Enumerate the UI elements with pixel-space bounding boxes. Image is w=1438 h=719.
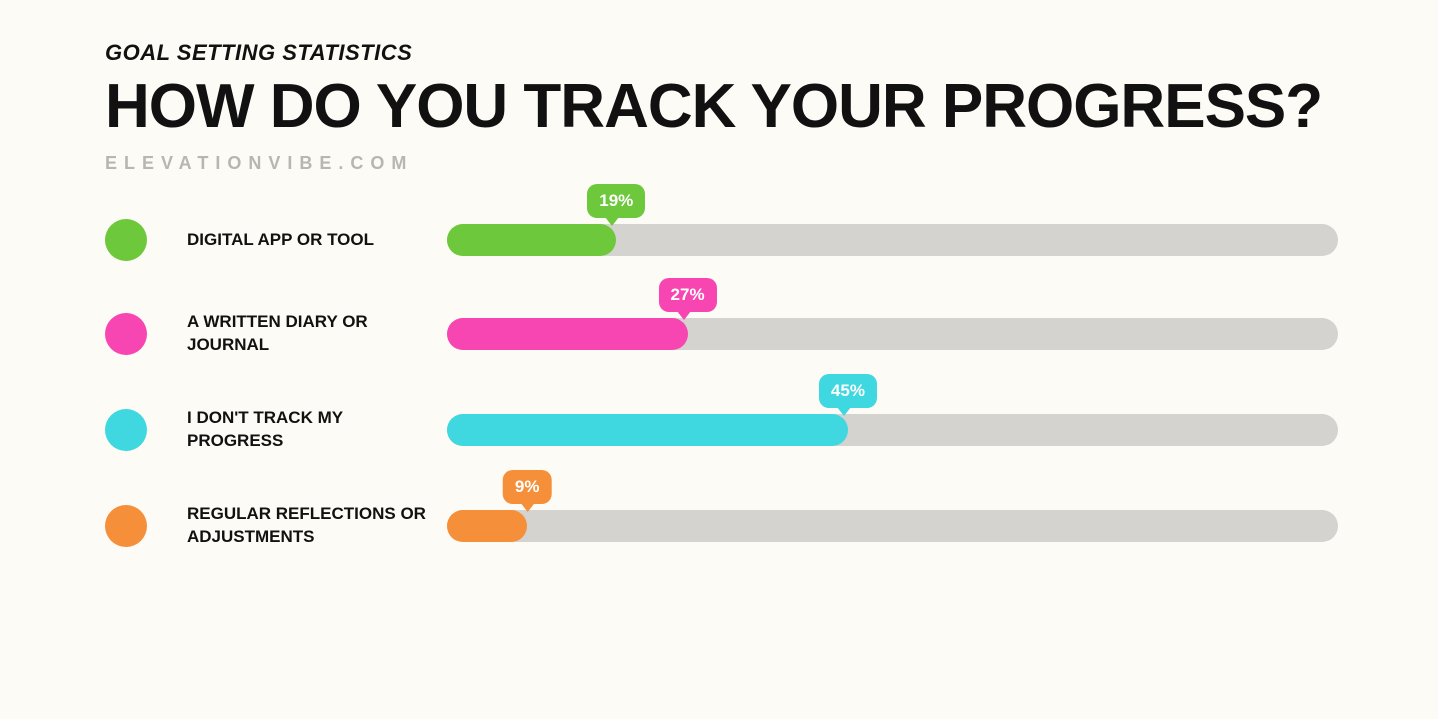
legend-dot — [105, 219, 147, 261]
legend-dot — [105, 505, 147, 547]
bar-label: A WRITTEN DIARY OR JOURNAL — [187, 311, 447, 357]
value-bubble: 9% — [503, 470, 552, 504]
chart-row: A WRITTEN DIARY OR JOURNAL 27% — [105, 311, 1338, 357]
bar-track: 27% — [447, 318, 1338, 350]
chart-row: I DON'T TRACK MY PROGRESS 45% — [105, 407, 1338, 453]
legend-dot — [105, 313, 147, 355]
bar-chart: DIGITAL APP OR TOOL 19% A WRITTEN DIARY … — [105, 219, 1338, 549]
bar-track: 9% — [447, 510, 1338, 542]
bar-fill — [447, 224, 616, 256]
chart-row: REGULAR REFLECTIONS OR ADJUSTMENTS 9% — [105, 503, 1338, 549]
bar-label: DIGITAL APP OR TOOL — [187, 229, 447, 252]
chart-row: DIGITAL APP OR TOOL 19% — [105, 219, 1338, 261]
bar-background — [447, 510, 1338, 542]
bar-label: REGULAR REFLECTIONS OR ADJUSTMENTS — [187, 503, 447, 549]
header: GOAL SETTING STATISTICS HOW DO YOU TRACK… — [105, 40, 1338, 174]
bar-label: I DON'T TRACK MY PROGRESS — [187, 407, 447, 453]
bar-fill — [447, 414, 848, 446]
source-attribution: ELEVATIONVIBE.COM — [105, 153, 1338, 174]
value-bubble: 27% — [659, 278, 717, 312]
bar-track: 19% — [447, 224, 1338, 256]
value-bubble: 45% — [819, 374, 877, 408]
bar-fill — [447, 510, 527, 542]
chart-subtitle: GOAL SETTING STATISTICS — [105, 40, 1338, 66]
value-bubble: 19% — [587, 184, 645, 218]
bar-fill — [447, 318, 688, 350]
bar-track: 45% — [447, 414, 1338, 446]
legend-dot — [105, 409, 147, 451]
chart-title: HOW DO YOU TRACK YOUR PROGRESS? — [105, 74, 1338, 139]
